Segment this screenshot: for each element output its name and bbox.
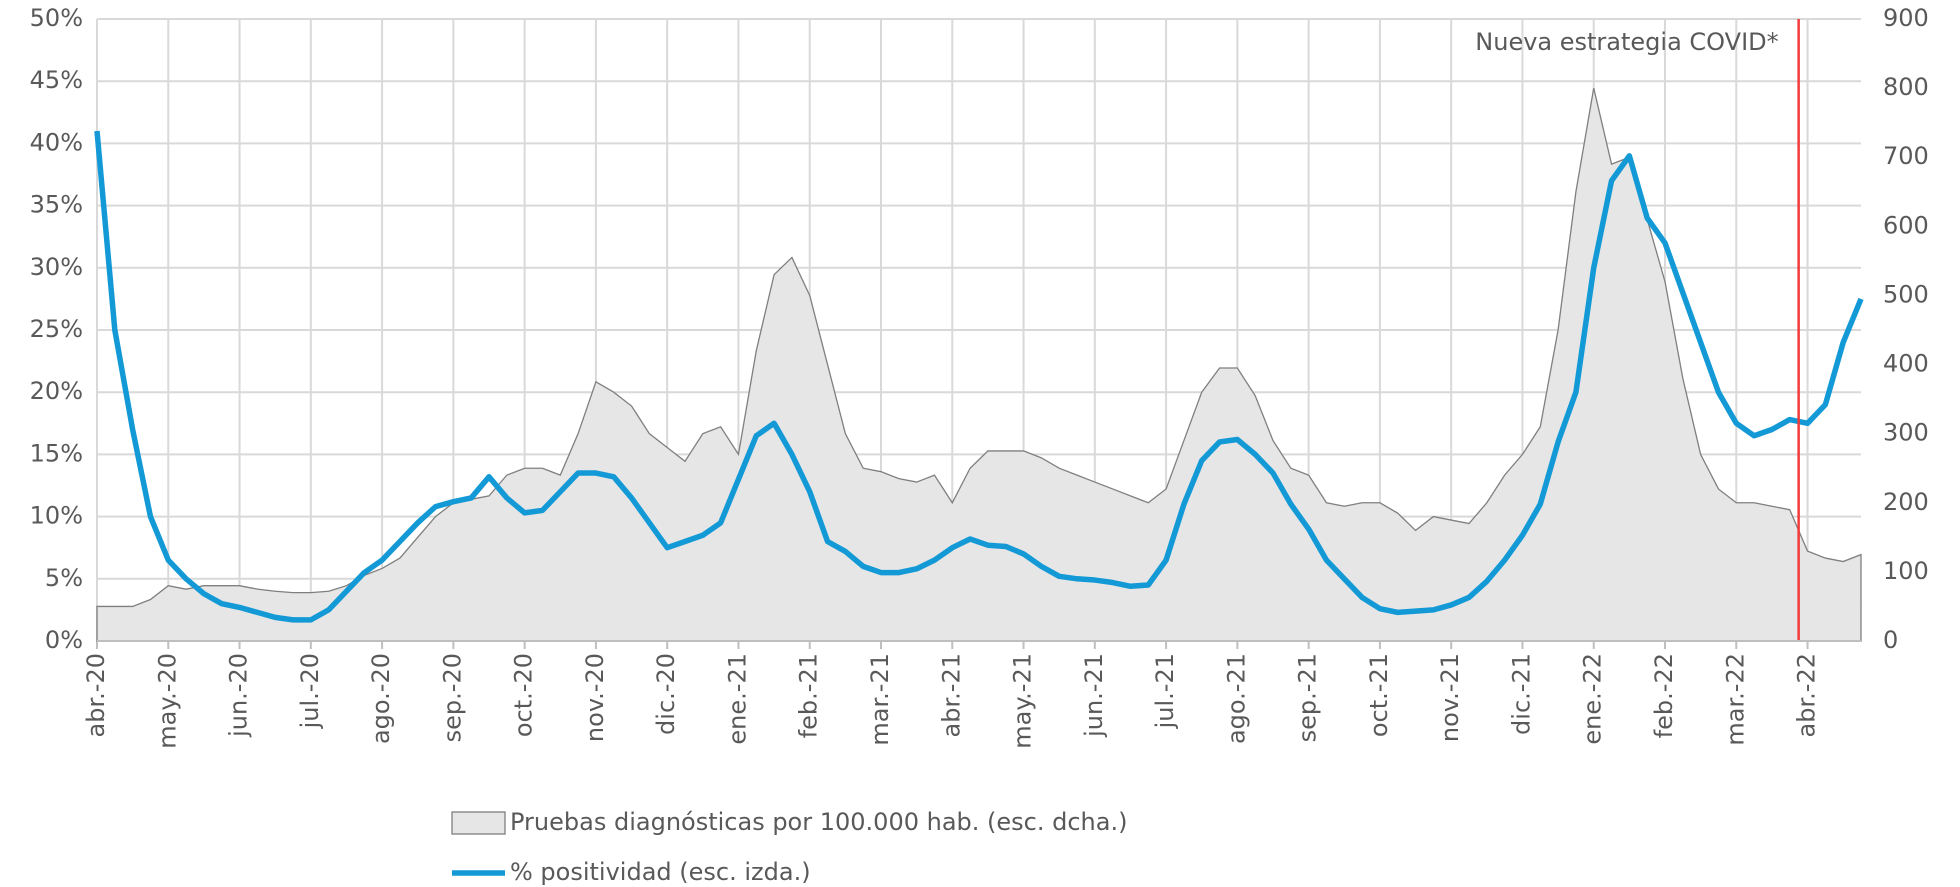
line bbox=[94, 130, 1864, 623]
x-tick-label: may.-21 bbox=[1009, 653, 1037, 749]
x-tick-label: abr.-22 bbox=[1793, 653, 1821, 737]
x-tick-label: jul.-21 bbox=[1151, 653, 1179, 729]
y2-tick-label: 200 bbox=[1883, 488, 1929, 516]
y-tick-label: 45% bbox=[30, 66, 83, 94]
x-tick-label: ene.-21 bbox=[723, 653, 751, 745]
legend-swatch bbox=[451, 811, 506, 835]
y-tick-label: 35% bbox=[30, 191, 83, 219]
x-tick-label: oct.-20 bbox=[510, 653, 538, 737]
x-tick-label: abr.-20 bbox=[82, 653, 110, 737]
x-tick-label: abr.-21 bbox=[937, 653, 965, 737]
x-tick-label: dic.-21 bbox=[1507, 653, 1535, 735]
x-tick-label: mar.-22 bbox=[1721, 653, 1749, 746]
annotation: Nueva estrategia COVID* bbox=[1475, 28, 1778, 56]
y2-tick-label: 700 bbox=[1883, 142, 1929, 170]
x-tick-label: mar.-21 bbox=[866, 653, 894, 746]
y2-tick-label: 900 bbox=[1883, 4, 1929, 32]
y-tick-label: 20% bbox=[30, 377, 83, 405]
y2-tick-label: 500 bbox=[1883, 280, 1929, 308]
y-tick-label: 15% bbox=[30, 439, 83, 467]
y-tick-label: 50% bbox=[30, 4, 83, 32]
y2-tick-label: 300 bbox=[1883, 419, 1929, 447]
x-tick-label: ene.-22 bbox=[1579, 653, 1607, 745]
area bbox=[96, 87, 1862, 642]
y2-tick-label: 100 bbox=[1883, 557, 1929, 585]
x-tick-label: sep.-20 bbox=[438, 653, 466, 742]
y-tick-label: 0% bbox=[45, 626, 83, 654]
y-tick-label: 40% bbox=[30, 128, 83, 156]
x-tick-label: nov.-20 bbox=[581, 653, 609, 742]
x-tick-label: may.-20 bbox=[153, 653, 181, 749]
x-tick-label: feb.-21 bbox=[795, 653, 823, 738]
x-tick-label: ago.-21 bbox=[1222, 653, 1250, 744]
x-tick-label: nov.-21 bbox=[1436, 653, 1464, 742]
y2-tick-label: 600 bbox=[1883, 211, 1929, 239]
legend-label: Pruebas diagnósticas por 100.000 hab. (e… bbox=[510, 808, 1127, 836]
y2-tick-label: 0 bbox=[1883, 626, 1898, 654]
y-tick-label: 10% bbox=[30, 502, 83, 530]
legend-label: % positividad (esc. izda.) bbox=[510, 858, 811, 886]
x-tick-label: ago.-20 bbox=[367, 653, 395, 744]
y-tick-label: 30% bbox=[30, 253, 83, 281]
x-tick-label: dic.-20 bbox=[652, 653, 680, 735]
y-tick-label: 5% bbox=[45, 564, 83, 592]
y2-tick-label: 400 bbox=[1883, 350, 1929, 378]
x-tick-label: jun.-20 bbox=[225, 653, 253, 738]
x-tick-label: oct.-21 bbox=[1365, 653, 1393, 737]
x-tick-label: sep.-21 bbox=[1294, 653, 1322, 742]
y-tick-label: 25% bbox=[30, 315, 83, 343]
x-tick-label: feb.-22 bbox=[1650, 653, 1678, 738]
x-tick-label: jul.-20 bbox=[296, 653, 324, 729]
y2-tick-label: 800 bbox=[1883, 73, 1929, 101]
x-tick-label: jun.-21 bbox=[1080, 653, 1108, 738]
